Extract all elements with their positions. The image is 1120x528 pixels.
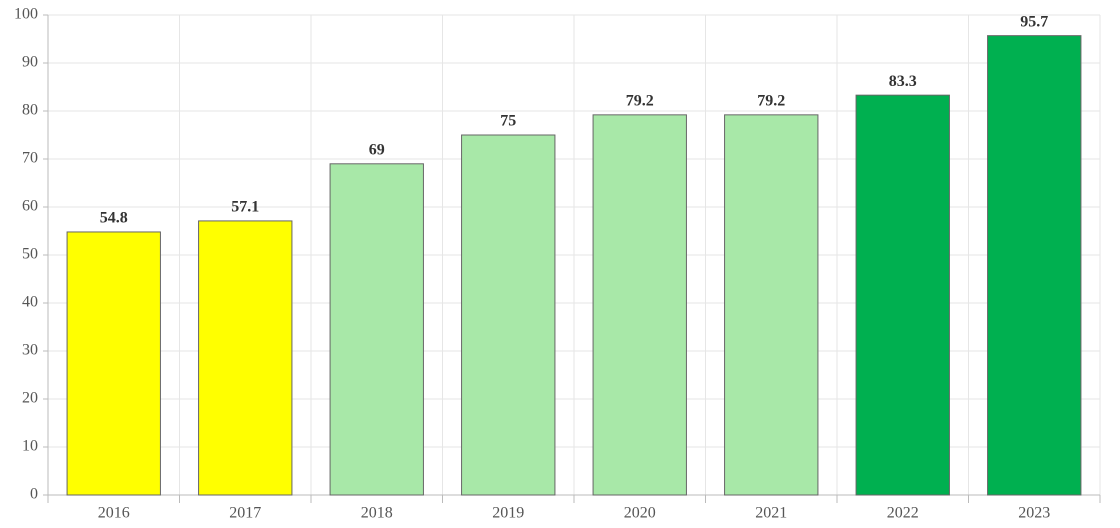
value-label: 57.1: [231, 199, 259, 216]
bar: [198, 220, 293, 496]
y-tick-label: 60: [22, 198, 38, 215]
value-label: 54.8: [100, 210, 128, 227]
y-tick-label: 30: [22, 342, 38, 359]
y-tick-label: 80: [22, 102, 38, 119]
y-tick-label: 100: [14, 6, 38, 23]
bar: [724, 114, 819, 496]
y-tick-label: 20: [22, 390, 38, 407]
value-label: 83.3: [889, 73, 917, 90]
x-tick-label: 2016: [98, 505, 130, 522]
x-tick-label: 2018: [361, 505, 393, 522]
y-tick-label: 50: [22, 246, 38, 263]
value-label: 79.2: [626, 93, 654, 110]
bar: [329, 163, 424, 496]
x-tick-label: 2023: [1018, 505, 1050, 522]
y-tick-label: 10: [22, 438, 38, 455]
bar: [592, 114, 687, 496]
x-tick-label: 2017: [229, 505, 261, 522]
x-tick-label: 2021: [755, 505, 787, 522]
bar: [855, 94, 950, 496]
y-tick-label: 40: [22, 294, 38, 311]
x-tick-label: 2020: [624, 505, 656, 522]
bar: [987, 35, 1082, 496]
value-label: 95.7: [1020, 13, 1048, 30]
value-label: 75: [500, 113, 516, 130]
bar: [461, 134, 556, 496]
y-tick-label: 70: [22, 150, 38, 167]
x-tick-label: 2022: [887, 505, 919, 522]
y-tick-label: 0: [30, 486, 38, 503]
y-tick-label: 90: [22, 54, 38, 71]
value-label: 69: [369, 141, 385, 158]
bar: [66, 231, 161, 496]
value-label: 79.2: [757, 93, 785, 110]
x-tick-label: 2019: [492, 505, 524, 522]
